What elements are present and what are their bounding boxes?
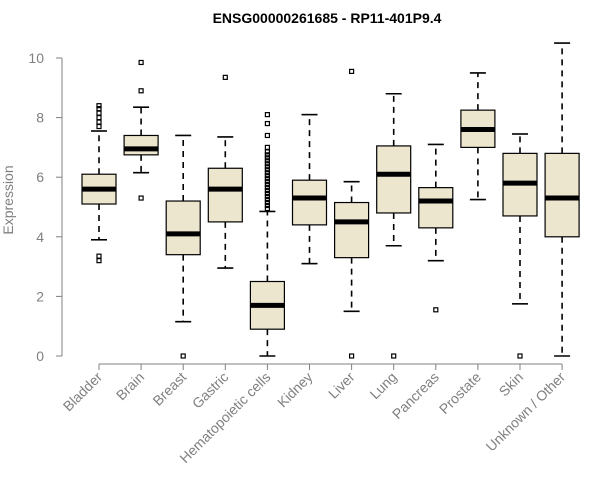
outlier-point <box>264 182 270 188</box>
x-tick-label: Skin <box>496 369 527 400</box>
iqr-box <box>291 179 328 226</box>
y-tick-label: 0 <box>36 348 44 364</box>
outlier-point <box>264 185 270 191</box>
outlier-point <box>96 123 102 130</box>
outlier-point <box>264 161 270 167</box>
iqr-box <box>334 201 370 259</box>
outlier-point <box>264 132 270 139</box>
outlier-point <box>264 193 270 200</box>
iqr-box <box>165 200 201 256</box>
outlier-point <box>264 164 270 170</box>
outlier-point <box>433 307 439 313</box>
outlier-point <box>264 188 270 194</box>
outlier-point <box>264 152 270 158</box>
outlier-point <box>349 68 355 75</box>
outlier-point <box>96 253 102 259</box>
outlier-point <box>96 258 102 264</box>
outlier-point <box>349 353 355 359</box>
outlier-point <box>96 110 102 116</box>
box-breast <box>165 134 201 359</box>
outlier-point <box>391 353 397 359</box>
x-tick-label: Lung <box>366 369 399 402</box>
outlier-point <box>264 155 270 161</box>
y-tick-label: 8 <box>36 110 44 126</box>
iqr-box <box>418 187 454 229</box>
outlier-point <box>264 190 270 197</box>
outlier-point <box>264 144 270 150</box>
y-tick-label: 4 <box>36 229 44 245</box>
outlier-point <box>138 195 144 201</box>
chart-title: ENSG00000261685 - RP11-401P9.4 <box>213 10 442 26</box>
y-tick-label: 6 <box>36 169 44 185</box>
outlier-point <box>264 112 270 118</box>
outlier-point <box>180 353 186 359</box>
outlier-point <box>264 196 270 203</box>
x-tick-label: Brain <box>113 369 147 403</box>
outlier-point <box>264 158 270 164</box>
outlier-point <box>264 170 270 176</box>
x-tick-label: Breast <box>149 369 189 409</box>
x-tick-label: Unknown / Other <box>483 369 569 455</box>
x-tick-label: Kidney <box>274 369 316 411</box>
box-liver <box>334 68 370 359</box>
iqr-box <box>376 145 412 214</box>
box-unknown-other <box>544 42 580 357</box>
box-gastric <box>207 74 243 269</box>
outlier-point <box>222 74 228 80</box>
boxes-group <box>81 42 580 359</box>
box-brain <box>123 59 159 201</box>
x-tick-label: Liver <box>325 369 358 402</box>
box-hematopoietic-cells <box>249 112 285 357</box>
outlier-point <box>264 179 270 185</box>
y-axis-label: Expression <box>0 165 16 234</box>
outlier-point <box>264 205 270 212</box>
box-bladder <box>81 103 117 264</box>
outlier-point <box>264 167 270 173</box>
iqr-box <box>123 134 159 156</box>
outlier-point <box>517 353 523 359</box>
outlier-point <box>138 88 144 94</box>
outlier-point <box>138 59 144 66</box>
iqr-box <box>207 167 243 223</box>
box-skin <box>502 133 538 359</box>
outlier-point <box>264 173 270 179</box>
box-kidney <box>291 113 328 265</box>
outlier-point <box>96 103 102 109</box>
outlier-point <box>264 202 270 209</box>
box-prostate <box>460 72 496 201</box>
outlier-point <box>96 106 102 112</box>
y-axis: 0 2 4 6 8 10 <box>28 50 63 364</box>
outlier-point <box>96 119 102 125</box>
x-tick-label: Bladder <box>60 369 106 415</box>
y-tick-label: 10 <box>28 50 44 66</box>
iqr-box <box>544 152 580 238</box>
x-tick-label: Prostate <box>436 369 484 417</box>
box-lung <box>376 92 412 359</box>
outlier-point <box>96 114 102 121</box>
y-tick-label: 2 <box>36 288 44 304</box>
outlier-point <box>264 176 270 182</box>
outlier-point <box>264 120 270 127</box>
outlier-point <box>264 199 270 206</box>
box-pancreas <box>418 143 454 313</box>
x-tick-label: Pancreas <box>389 369 442 422</box>
